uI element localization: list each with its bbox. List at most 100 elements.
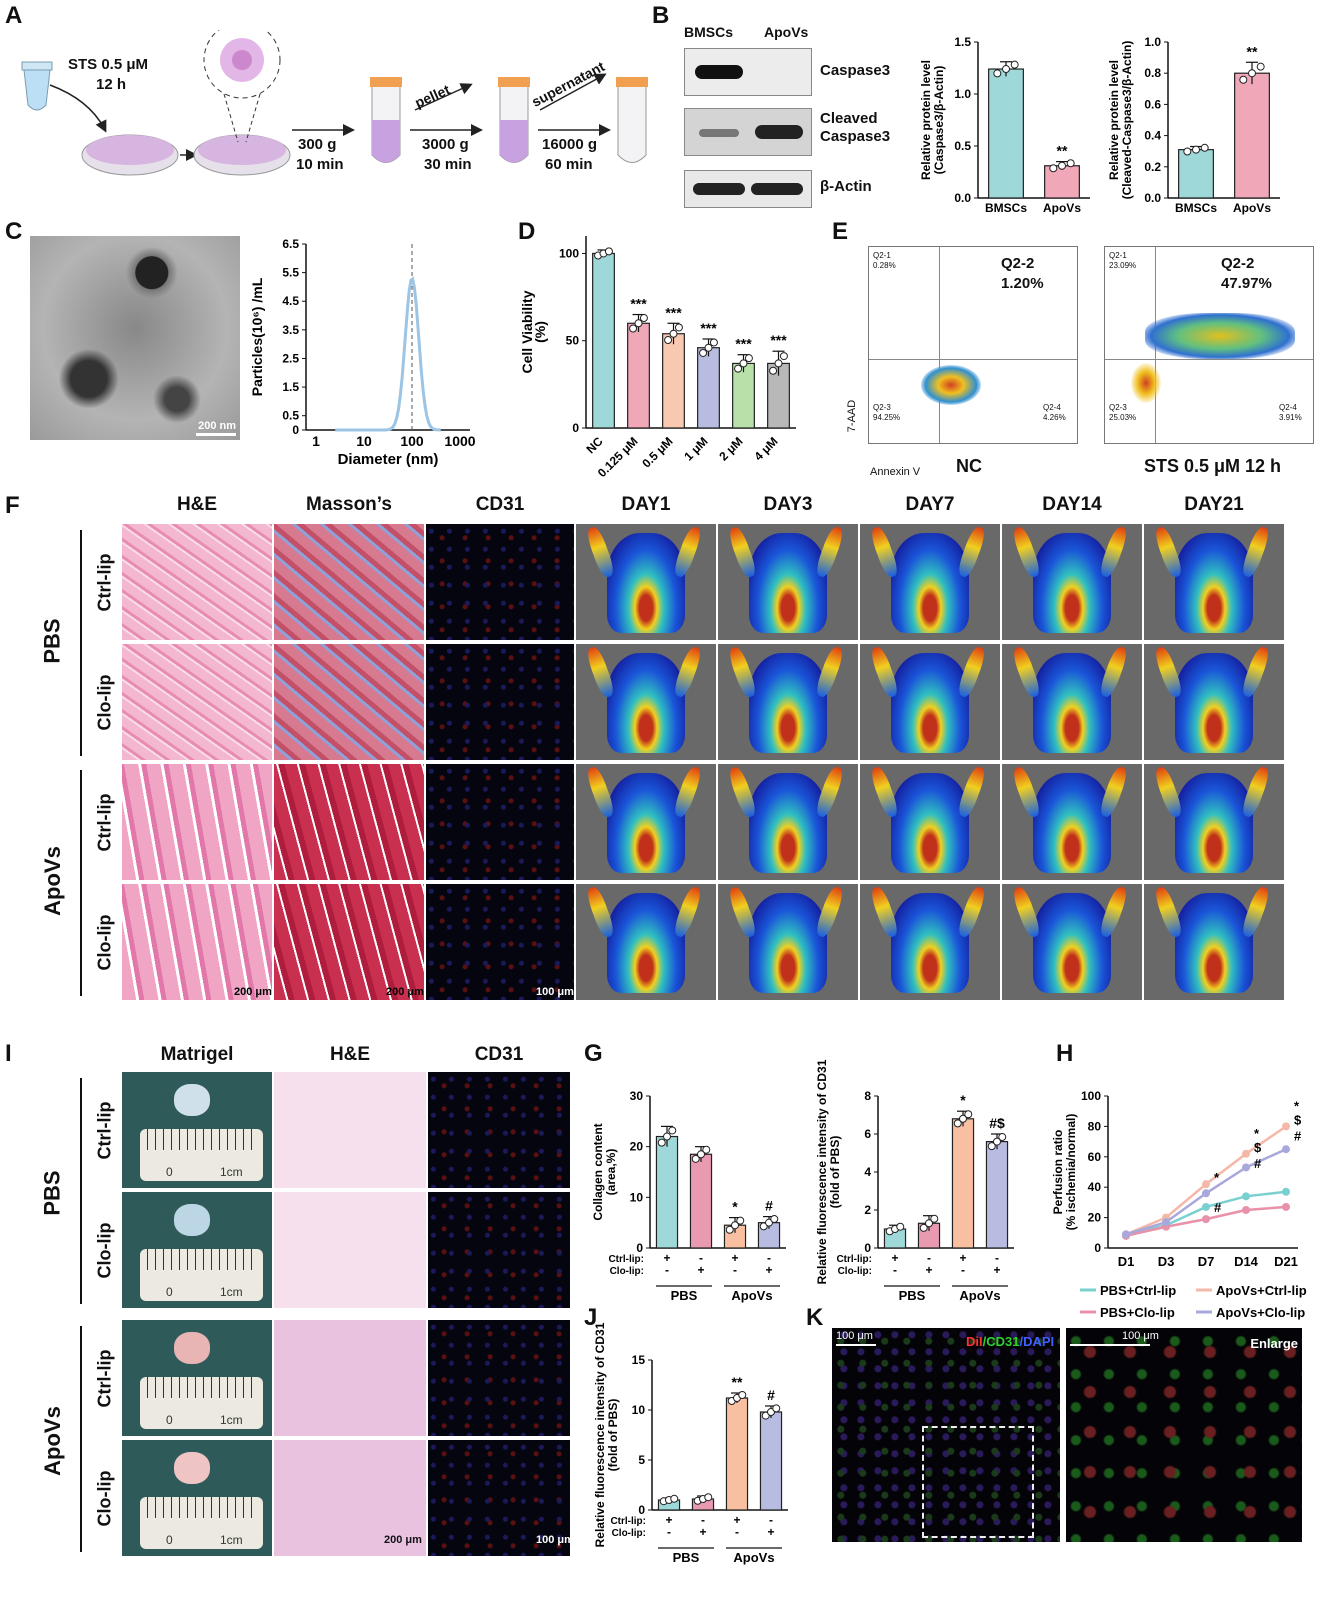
D-point-5-0 [769,366,778,375]
G2-point-2-1 [959,1114,967,1123]
G1-point-2-2 [736,1216,745,1225]
H-annot-7: # [1294,1128,1302,1143]
panel-label-h: H [1056,1040,1074,1067]
f-col-header-3: DAY1 [621,494,671,515]
G1-ytick-2: 20 [630,1140,644,1154]
D-bar-4 [732,362,755,429]
H-ylabel-0: Perfusion ratio [1051,1130,1065,1215]
panel-label-k: K [806,1304,824,1331]
J-ylabel-1: (fold of PBS) [606,1399,620,1472]
H-point-1-2 [1202,1215,1210,1224]
B1-ytick-1: 0.5 [954,139,971,153]
f-image-r0-c5 [860,524,1000,640]
D-sig-2: *** [665,304,682,320]
B2-point-1-0 [1239,75,1248,84]
i-cd31-r3 [428,1440,570,1556]
C-ytick-0: 0 [292,423,299,437]
D-sig-4: *** [735,336,752,352]
B1-xtick-0: BMSCs [985,201,1027,215]
k-stain-cd31: /CD31 [982,1334,1020,1349]
H-legend-3: ApoVs+Clo-lip [1216,1305,1305,1320]
i-ruler-zero-r2: 0 [166,1413,173,1428]
step1-g: 300 g [298,136,337,153]
G2-ytick-1: 2 [864,1203,871,1217]
G2-rowlabel-1: Clo-lip: [838,1266,872,1277]
J-point-3-2 [772,1404,781,1413]
D-point-2-0 [664,336,673,345]
H-point-2-4 [1282,1122,1290,1131]
B1-bar-0 [988,68,1024,199]
D-point-2-2 [674,323,683,332]
B2-point-1-2 [1256,62,1265,71]
tem-scale: 200 nm [198,420,236,432]
D-bar-3 [697,347,720,429]
B1-ytick-3: 1.5 [954,35,971,49]
J-sign-1-0: - [667,1525,671,1539]
B1-ylabel-1: (Caspase3/β-Actin) [932,66,946,175]
D-point-1-0 [629,324,638,333]
flow-plot-nc: Q2-1 0.28% Q2-2 1.20% Q2-3 94.25% Q2-4 4… [868,246,1078,444]
f-image-r3-c1 [274,884,424,1000]
C-xtick-1: 10 [356,433,372,449]
J-bar-2 [725,1397,749,1511]
G1-point-1-1 [697,1150,705,1159]
G2-sig-2: * [960,1092,966,1108]
D-point-4-2 [744,354,753,363]
H-annot-2: $ [1254,1140,1262,1155]
G1-rowlabel-0: Ctrl-lip: [608,1254,644,1265]
flow-title-sts: STS 0.5 μM 12 h [1144,456,1282,476]
D-point-5-2 [779,352,788,361]
B2-ytick-1: 0.2 [1144,160,1161,174]
sts-q23: Q2-3 [1109,403,1127,412]
f-image-r1-c5 [860,644,1000,760]
H-point-3-2 [1202,1189,1210,1198]
i-scale-he: 200 μm [384,1534,422,1546]
flow-xaxis: Annexin V [870,466,921,478]
H-point-3-0 [1122,1230,1130,1239]
G2-point-3-2 [998,1133,1007,1142]
G1-group-0: PBS [671,1288,698,1303]
B2-point-0-2 [1200,143,1209,152]
G2-point-2-0 [953,1119,962,1128]
G1-point-1-2 [702,1145,711,1154]
nc-q21v: 0.28% [873,261,896,270]
H-xtick-4: D21 [1274,1254,1298,1269]
G1-sign-0-0: + [663,1251,670,1265]
J-ylabel-0: Relative fluorescence intensity of CD31 [593,1322,607,1547]
H-legend-2: ApoVs+Ctrl-lip [1216,1283,1307,1298]
C-ytick-4: 3.5 [282,323,299,337]
B1-point-0-2 [1010,60,1019,69]
D-point-2-1 [669,329,678,338]
J-group-0: PBS [673,1550,700,1565]
B2-xtick-0: BMSCs [1175,201,1217,215]
D-ylabel-0: Cell Viability [519,290,535,373]
f-image-r1-c7 [1144,644,1284,760]
D-point-1-1 [634,319,643,328]
i-ruler-cm-r3: 1cm [220,1533,243,1548]
sts-q23v: 25.03% [1109,413,1137,422]
f-image-r0-c7 [1144,524,1284,640]
f-col-header-1: Masson’s [306,494,392,515]
f-image-r3-c3 [576,884,716,1000]
H-annot-5: $ [1294,1112,1302,1127]
tem-image: 200 nm [30,236,240,440]
D-ytick-1: 50 [566,334,580,348]
band-label-cleaved: Cleaved Caspase3 [820,110,891,145]
J-sig-2: ** [732,1374,743,1390]
B2-ylabel-1: (Cleaved-Caspase3/β-Actin) [1120,41,1134,200]
step2-t: 30 min [424,156,472,173]
J-ytick-1: 5 [638,1453,645,1467]
f-image-r0-c2 [426,524,574,640]
G2-bar-3 [985,1140,1009,1249]
step2-g: 3000 g [422,136,469,153]
B1-ytick-0: 0.0 [954,191,971,205]
k-scale1: 100 μm [836,1330,873,1342]
i-ruler-zero-r0: 0 [166,1165,173,1180]
panel-label-e: E [832,218,849,245]
H-point-3-1 [1162,1218,1170,1227]
G2-rowlabel-0: Ctrl-lip: [836,1254,872,1265]
G1-ylabel-1: (area,%) [604,1149,618,1196]
G1-point-0-1 [663,1132,671,1141]
f-image-r3-c0 [122,884,272,1000]
D-point-3-2 [709,338,718,347]
